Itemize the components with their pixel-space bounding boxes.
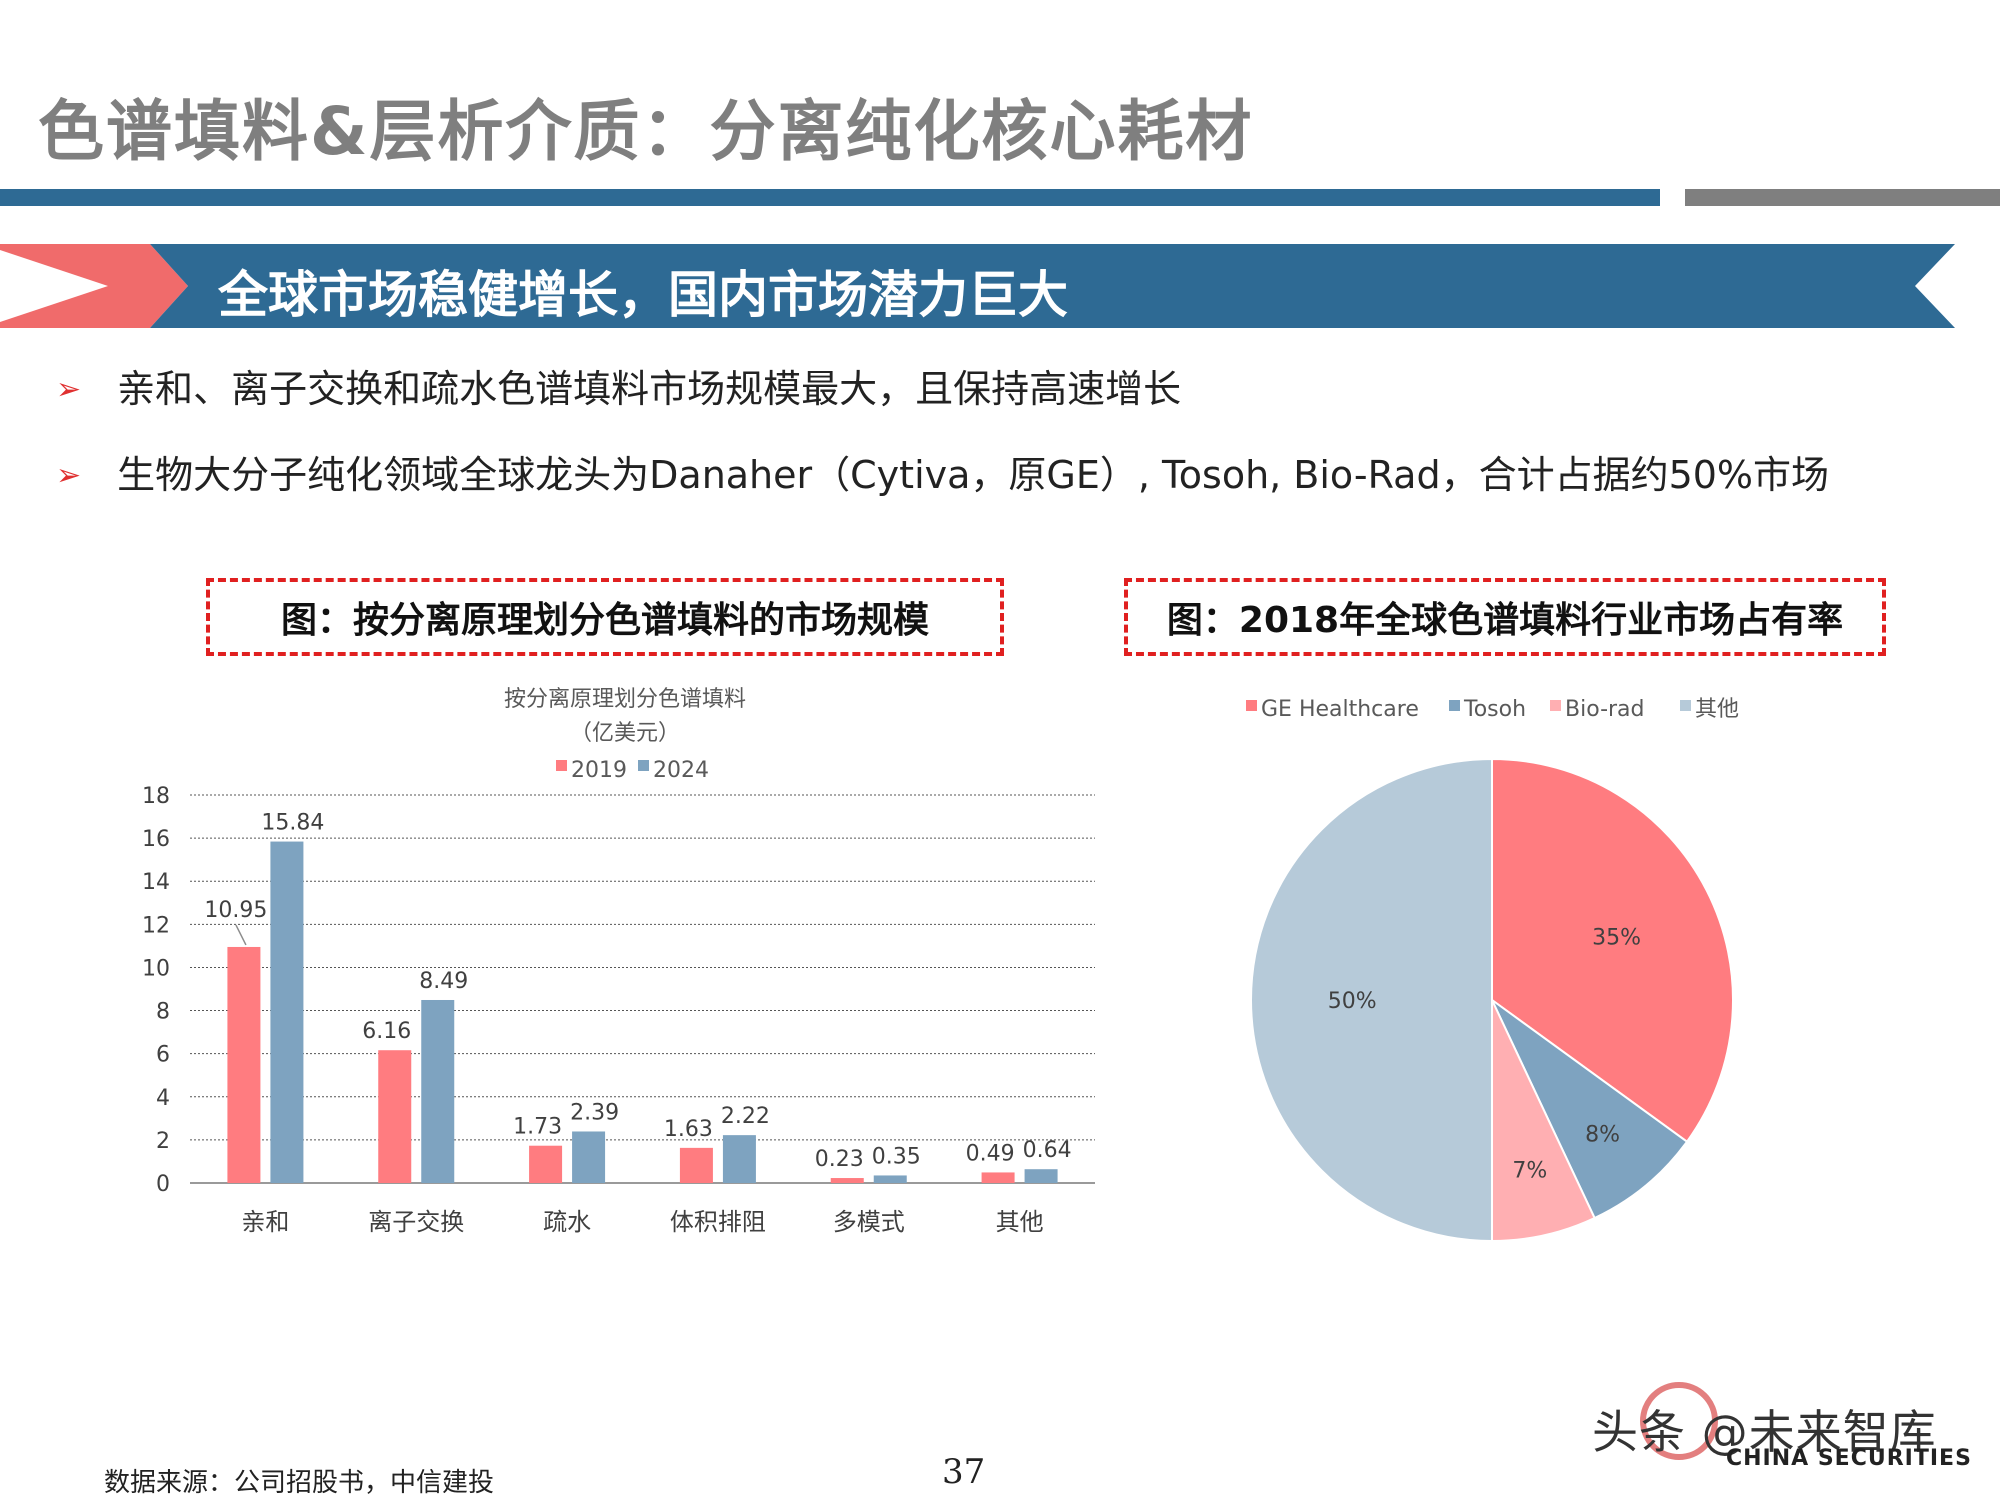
legend-swatch bbox=[1550, 700, 1561, 711]
bar-value-label: 8.49 bbox=[419, 969, 468, 994]
bar-value-label: 0.23 bbox=[815, 1147, 864, 1172]
legend-label: 其他 bbox=[1695, 697, 1739, 722]
bar-2024 bbox=[572, 1131, 606, 1183]
pie-slice-label: 8% bbox=[1585, 1123, 1620, 1148]
y-tick-label: 16 bbox=[142, 827, 170, 852]
page-number: 37 bbox=[942, 1452, 986, 1492]
bullet-item: ➢ 亲和、离子交换和疏水色谱填料市场规模最大，且保持高速增长 bbox=[56, 358, 1181, 413]
x-tick-label: 多模式 bbox=[833, 1208, 905, 1236]
bar-2019 bbox=[227, 946, 261, 1183]
bar-2019 bbox=[529, 1145, 563, 1183]
legend-label: 2019 bbox=[571, 758, 627, 783]
y-tick-label: 4 bbox=[156, 1086, 170, 1111]
y-tick-label: 12 bbox=[142, 913, 170, 938]
pie-slice-label: 35% bbox=[1592, 926, 1641, 951]
bar-2019 bbox=[378, 1050, 412, 1183]
bar-value-label: 15.84 bbox=[261, 811, 324, 836]
left-figure-caption: 图：按分离原理划分色谱填料的市场规模 bbox=[206, 578, 1004, 656]
y-tick-label: 8 bbox=[156, 1000, 170, 1025]
watermark-text: 头条 @未来智库 bbox=[1592, 1405, 1937, 1459]
bar-2019 bbox=[981, 1172, 1015, 1183]
x-tick-label: 离子交换 bbox=[368, 1208, 464, 1236]
legend-label: Tosoh bbox=[1463, 697, 1526, 722]
logo-caption: CHINA SECURITIES bbox=[1726, 1446, 1972, 1471]
y-tick-label: 10 bbox=[142, 956, 170, 981]
pie-slice bbox=[1491, 999, 1689, 1220]
bar-value-label: 0.35 bbox=[872, 1144, 921, 1169]
bar-2024 bbox=[1024, 1169, 1058, 1183]
company-logo-icon bbox=[1640, 1382, 1718, 1460]
bar-2024 bbox=[270, 841, 304, 1183]
bullet-item: ➢ 生物大分子纯化领域全球龙头为Danaher（Cytiva，原GE）, Toso… bbox=[56, 444, 1829, 499]
legend-swatch bbox=[1449, 700, 1460, 711]
x-tick-label: 疏水 bbox=[543, 1208, 591, 1236]
y-tick-label: 6 bbox=[156, 1043, 170, 1068]
legend-label: 2024 bbox=[653, 758, 709, 783]
x-tick-label: 其他 bbox=[996, 1208, 1044, 1236]
bar-2024 bbox=[722, 1135, 756, 1183]
arrow-bullet-icon: ➢ bbox=[56, 458, 82, 493]
pie-chart: GE Healthcare Tosoh Bio-rad 其他 35% 8% 7% 50% bbox=[1246, 697, 1739, 1243]
bar-chart: 按分离原理划分色谱填料 （亿美元） 2019 2024 0 2 4 6 8 10 12 14 16 18 1… bbox=[142, 687, 1095, 1236]
slide-title: 色谱填料&层析介质：分离纯化核心耗材 bbox=[38, 93, 1254, 170]
bar-2019 bbox=[830, 1178, 864, 1183]
bar-value-label: 0.64 bbox=[1023, 1138, 1072, 1163]
bullet-text: 生物大分子纯化领域全球龙头为Danaher（Cytiva，原GE）, Tosoh… bbox=[117, 453, 1830, 497]
bar-chart-title: 按分离原理划分色谱填料 bbox=[504, 687, 746, 712]
pie-slice bbox=[1491, 757, 1734, 1144]
bar-chart-subtitle: （亿美元） bbox=[570, 721, 680, 746]
y-tick-label: 18 bbox=[142, 784, 170, 809]
banner-heading: 全球市场稳健增长，国内市场潜力巨大 bbox=[218, 266, 1068, 324]
bar-2024 bbox=[873, 1175, 907, 1183]
pie-slice bbox=[1491, 999, 1596, 1243]
title-underline-blue bbox=[0, 189, 1660, 206]
bar-value-label: 10.95 bbox=[204, 898, 267, 923]
x-tick-label: 体积排阻 bbox=[670, 1208, 766, 1236]
legend-label: Bio-rad bbox=[1565, 697, 1645, 722]
legend-swatch bbox=[556, 760, 567, 771]
bar-value-label: 2.22 bbox=[721, 1104, 770, 1129]
pie-slice-label: 50% bbox=[1328, 989, 1377, 1014]
x-tick-label: 亲和 bbox=[241, 1208, 289, 1236]
bar-value-label: 2.39 bbox=[570, 1100, 619, 1125]
label-leader-line bbox=[235, 924, 247, 946]
bullet-text: 亲和、离子交换和疏水色谱填料市场规模最大，且保持高速增长 bbox=[117, 367, 1182, 411]
bar-value-label: 1.63 bbox=[664, 1117, 713, 1142]
section-banner bbox=[0, 244, 1955, 328]
y-tick-label: 0 bbox=[156, 1172, 170, 1197]
title-underline-gray bbox=[1685, 189, 2000, 206]
bar-2019 bbox=[679, 1147, 713, 1183]
arrow-bullet-icon: ➢ bbox=[56, 372, 82, 407]
legend-swatch bbox=[1680, 700, 1691, 711]
right-figure-caption: 图：2018年全球色谱填料行业市场占有率 bbox=[1124, 578, 1886, 656]
bar-value-label: 0.49 bbox=[966, 1141, 1015, 1166]
data-source-note: 数据来源：公司招股书，中信建投 bbox=[104, 1468, 495, 1498]
y-tick-label: 2 bbox=[156, 1129, 170, 1154]
bar-2024 bbox=[421, 999, 455, 1183]
legend-swatch bbox=[638, 760, 649, 771]
pie-slice-label: 7% bbox=[1512, 1158, 1547, 1183]
bar-value-label: 1.73 bbox=[513, 1115, 562, 1140]
bar-value-label: 6.16 bbox=[362, 1019, 411, 1044]
pie-slice bbox=[1250, 757, 1493, 1243]
y-tick-label: 14 bbox=[142, 870, 170, 895]
legend-swatch bbox=[1246, 700, 1257, 711]
legend-label: GE Healthcare bbox=[1261, 697, 1419, 722]
